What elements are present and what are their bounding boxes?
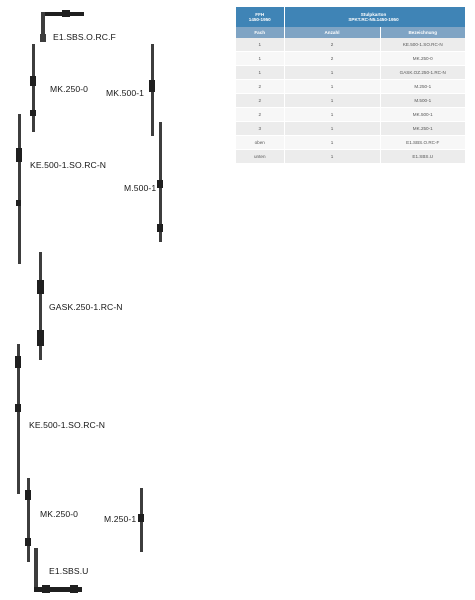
cell-bezeichnung: M.250-1 (380, 79, 465, 94)
ke500-bottom-rail (17, 344, 20, 494)
ke500-bottom-block-2 (15, 404, 21, 412)
cell-fach: 3 (236, 121, 285, 136)
label-e1-bottom: E1.SBS.U (49, 566, 89, 576)
mk250-bottom-block (25, 490, 31, 500)
cell-anzahl: 1 (284, 79, 381, 94)
cell-fach: unten (236, 149, 285, 164)
cell-bezeichnung: MK.250-1 (380, 121, 465, 136)
cell-fach: 1 (236, 51, 285, 66)
table-row: oben 1 E1.SBS.O.RC-F (236, 135, 465, 150)
label-m500: M.500-1 (124, 183, 157, 193)
mk250-bottom-block-2 (25, 538, 31, 546)
m500-block (157, 180, 163, 188)
e1-bottom-corner-bar (34, 587, 82, 592)
e1-bottom-corner-end (70, 585, 78, 593)
cell-bezeichnung: MK.500-1 (380, 107, 465, 122)
col-anzahl: Anzahl (284, 27, 381, 38)
e1-bottom-corner-block (42, 585, 50, 593)
cell-fach: 1 (236, 38, 285, 52)
mk250-bottom-rail (27, 478, 30, 562)
cell-bezeichnung: E1.SBS.O.RC-F (380, 135, 465, 150)
cell-bezeichnung: MK.250-0 (380, 51, 465, 66)
e1-top-corner-block (62, 10, 70, 17)
ke500-top-block (16, 148, 22, 162)
table-row: 2 1 M.250-1 (236, 79, 465, 94)
label-mk250-top: MK.250-0 (50, 84, 89, 94)
table-row: 1 1 GASK.OZ.250-1.RC-N (236, 65, 465, 80)
cell-anzahl: 1 (284, 107, 381, 122)
header-stulp-cell: Stulpkarton SPKT.RC-N5.1450-1950 (284, 7, 465, 27)
cell-fach: 2 (236, 93, 285, 108)
cell-fach: 2 (236, 107, 285, 122)
mk250-top-block-2 (30, 110, 36, 116)
cell-fach: 2 (236, 79, 285, 94)
table-row: 3 1 MK.250-1 (236, 121, 465, 136)
label-gask: GASK.250-1.RC-N (49, 302, 123, 312)
table-row: unten 1 E1.SBS.U (236, 149, 465, 164)
cell-anzahl: 1 (284, 93, 381, 108)
cell-bezeichnung: E1.SBS.U (380, 149, 465, 164)
label-mk500: MK.500-1 (106, 88, 145, 98)
cell-bezeichnung: GASK.OZ.250-1.RC-N (380, 65, 465, 80)
col-bezeichnung: Bezeichnung (380, 27, 465, 38)
header-ffh: FFH (255, 12, 265, 17)
label-m250: M.250-1 (104, 514, 137, 524)
e1-top-corner-post (41, 12, 45, 42)
cell-anzahl: 1 (284, 65, 381, 80)
ke500-top-block-2 (16, 200, 21, 206)
gask-block (37, 280, 44, 294)
e1-bottom-corner-post (34, 548, 38, 592)
mk250-top-block (30, 76, 36, 86)
parts-table: FFH 1450-1950 Stulpkarton SPKT.RC-N5.145… (236, 7, 465, 164)
gask-rail (39, 252, 42, 360)
cell-fach: oben (236, 135, 285, 150)
label-ke500-bottom: KE.500-1.SO.RC-N (29, 420, 106, 430)
m500-block-2 (157, 224, 163, 232)
table-row: 1 2 MK.250-0 (236, 51, 465, 66)
ke500-top-rail (18, 114, 21, 264)
cell-bezeichnung: KE.500-1.SO.RC-N (380, 38, 465, 52)
header-stulp-code: SPKT.RC-N5.1450-1950 (348, 17, 399, 22)
label-mk250-bottom: MK.250-0 (40, 509, 79, 519)
cell-anzahl: 2 (284, 38, 381, 52)
gask-block-2 (37, 330, 44, 346)
table-row: 2 1 MK.500-1 (236, 107, 465, 122)
mk250-top-rail (32, 44, 35, 132)
cell-anzahl: 1 (284, 149, 381, 164)
cell-anzahl: 1 (284, 135, 381, 150)
header-ffh-cell: FFH 1450-1950 (236, 7, 285, 27)
table-row: 2 1 M.500-1 (236, 93, 465, 108)
header-ffh-range: 1450-1950 (248, 17, 271, 22)
cell-bezeichnung: M.500-1 (380, 93, 465, 108)
label-ke500-top: KE.500-1.SO.RC-N (30, 160, 107, 170)
table-header-row: FFH 1450-1950 Stulpkarton SPKT.RC-N5.145… (236, 7, 465, 27)
cell-fach: 1 (236, 65, 285, 80)
e1-top-corner-end (40, 34, 46, 42)
label-e1-top: E1.SBS.O.RC.F (53, 32, 116, 42)
m250-block (138, 514, 144, 522)
header-stulp: Stulpkarton (360, 12, 387, 17)
table-column-header-row: Fach Anzahl Bezeichnung (236, 27, 465, 38)
cell-anzahl: 2 (284, 51, 381, 66)
table-row: 1 2 KE.500-1.SO.RC-N (236, 38, 465, 52)
cell-anzahl: 1 (284, 121, 381, 136)
col-fach: Fach (236, 27, 285, 38)
ke500-bottom-block (15, 356, 21, 368)
mk500-block (149, 80, 155, 92)
